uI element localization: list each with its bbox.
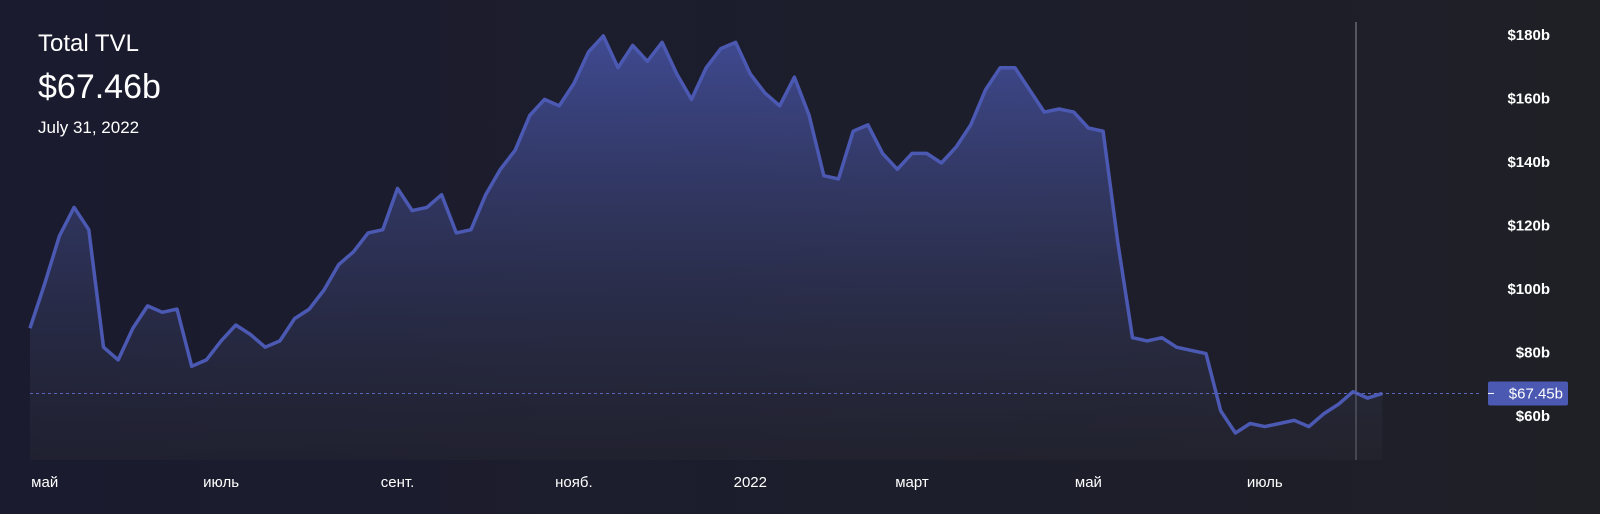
y-tick-label: $180b: [1507, 27, 1550, 44]
x-tick-label: июль: [1247, 474, 1283, 491]
y-tick-label: $120b: [1507, 217, 1550, 234]
title: Total TVL: [38, 30, 139, 57]
x-tick-label: 2022: [734, 474, 767, 491]
y-tick-label: $100b: [1507, 281, 1550, 298]
x-tick-label: май: [31, 474, 58, 491]
area-fill: [30, 35, 1383, 461]
y-tick-label: $80b: [1516, 345, 1550, 362]
current-tag: [1488, 381, 1568, 406]
date: July 31, 2022: [38, 118, 140, 137]
y-tick-label: $60b: [1516, 408, 1550, 425]
x-tick-label: июль: [203, 474, 239, 491]
x-tick-label: май: [1075, 474, 1102, 491]
current-label: $67.45b: [1509, 385, 1563, 402]
headline-value: $67.46b: [38, 68, 161, 106]
x-tick-label: нояб.: [555, 474, 593, 491]
y-tick-label: $140b: [1507, 154, 1550, 171]
x-tick-label: март: [895, 474, 929, 491]
line: [28, 34, 1383, 435]
y-tick-label: $160b: [1507, 90, 1550, 107]
x-tick-label: сент.: [381, 474, 415, 491]
